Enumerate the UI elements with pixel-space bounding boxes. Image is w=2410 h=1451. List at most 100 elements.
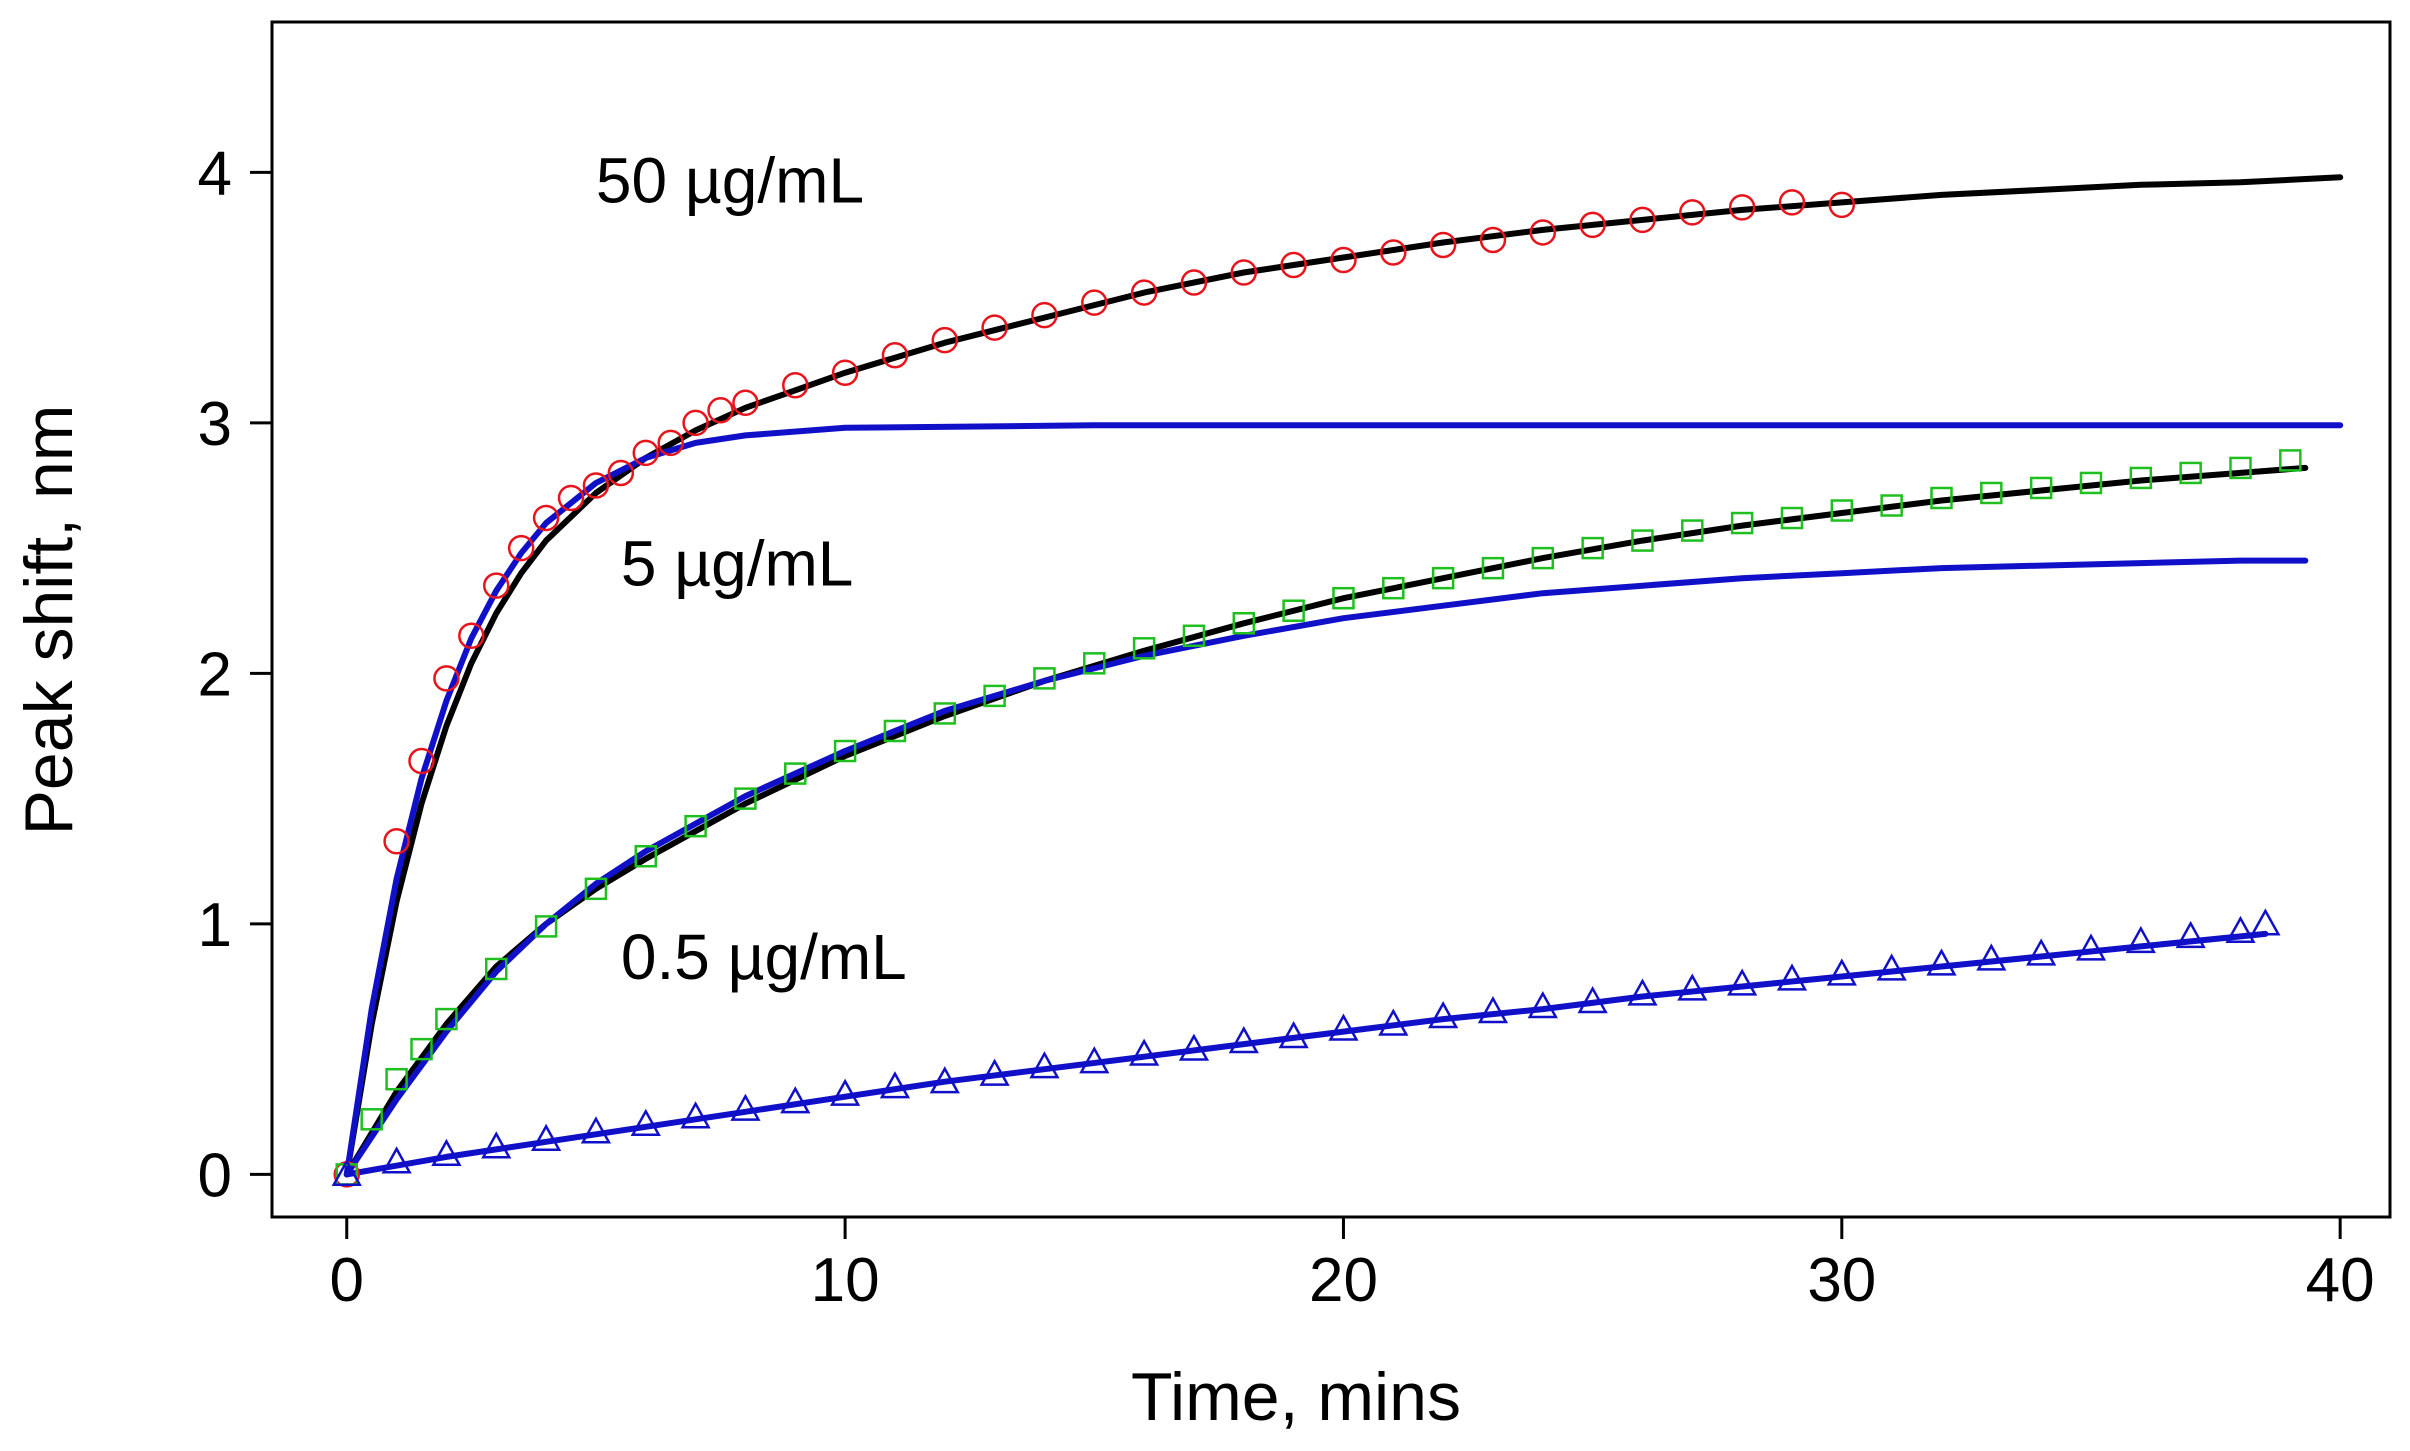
data-point [1677, 973, 1708, 1001]
data-point [2179, 461, 2202, 485]
data-point [981, 314, 1008, 341]
data-point [485, 957, 508, 981]
data-point [1180, 269, 1208, 296]
data-point [1382, 576, 1405, 600]
data-point [1081, 289, 1108, 316]
data-point [831, 359, 859, 386]
data-point [1926, 948, 1957, 976]
data-point [630, 1108, 661, 1136]
data-point [1880, 494, 1903, 517]
data-point [657, 429, 684, 457]
x-tick-label: 10 [811, 1246, 880, 1315]
data-point [385, 1067, 408, 1091]
data-point [632, 439, 660, 467]
data-point [1278, 1021, 1309, 1049]
data-point [1631, 529, 1654, 552]
data-point [931, 326, 959, 354]
data-point [881, 341, 909, 369]
data-point [408, 747, 435, 775]
data-point [684, 814, 707, 838]
data-point [1980, 481, 2003, 505]
data-point [507, 534, 535, 562]
data-point [1679, 199, 1706, 226]
data-markers [331, 189, 2302, 1188]
data-point [2175, 920, 2206, 949]
data-point [929, 1066, 960, 1094]
data-point [782, 372, 809, 399]
data-point [1728, 194, 1756, 221]
data-point [584, 877, 608, 901]
data-point [730, 1093, 761, 1121]
data-point [582, 472, 610, 499]
data-point [1083, 652, 1106, 675]
series-annotations: 50 µg/mL 5 µg/mL 0.5 µg/mL [596, 144, 907, 993]
y-axis-title: Peak shift, nm [11, 405, 87, 836]
x-axis-title: Time, mins [1131, 1359, 1461, 1435]
y-tick-label: 1 [198, 891, 232, 960]
data-point [2225, 915, 2256, 944]
data-point [682, 409, 709, 437]
data-point [707, 397, 734, 424]
data-point [829, 1078, 861, 1106]
fit-line [343, 557, 2309, 1178]
data-point [1481, 556, 1505, 580]
data-point [1826, 958, 1857, 986]
fit-line [343, 422, 2344, 1178]
plot-frame [270, 20, 2392, 1219]
data-point [431, 1138, 462, 1167]
data-point [1182, 624, 1206, 648]
data-point [1330, 246, 1357, 274]
data-point [883, 719, 907, 743]
data-point [1280, 251, 1307, 279]
y-tick-label: 4 [198, 139, 232, 208]
data-point [780, 1086, 811, 1114]
fit-line [343, 930, 2269, 1178]
data-point [2279, 449, 2302, 472]
data-point [1830, 499, 1854, 522]
data-point [532, 504, 560, 532]
data-point [680, 1101, 711, 1129]
data-point [1128, 1038, 1160, 1066]
x-tick-label: 40 [2306, 1246, 2375, 1315]
data-point [433, 665, 460, 692]
x-tick-label: 30 [1807, 1246, 1876, 1315]
data-point [734, 787, 757, 810]
data-point [534, 915, 558, 938]
y-tick-label: 2 [198, 640, 232, 709]
data-point [1378, 1008, 1409, 1036]
data-point [2250, 908, 2281, 936]
data-point [1033, 667, 1056, 690]
data-point [1730, 511, 1754, 535]
data-point [2125, 925, 2156, 954]
data-point [1529, 219, 1557, 246]
data-point [481, 1131, 512, 1159]
data-point [833, 739, 857, 763]
data-point [1577, 985, 1608, 1014]
data-point [1130, 279, 1158, 306]
x-tick-label: 20 [1309, 1246, 1378, 1315]
data-point [1876, 953, 1907, 981]
data-point [483, 572, 510, 599]
data-point [1230, 259, 1258, 286]
data-point [1380, 239, 1407, 266]
data-point [1178, 1033, 1210, 1061]
data-point [1031, 301, 1058, 329]
data-point [1930, 486, 1953, 510]
data-point [1282, 599, 1305, 622]
data-point [360, 1108, 383, 1131]
data-point [1228, 1026, 1259, 1054]
data-point [1629, 206, 1656, 234]
data-point [1581, 536, 1604, 560]
fit-curves [343, 174, 2344, 1178]
data-point [331, 1158, 362, 1187]
data-point [2029, 476, 2053, 500]
data-point [557, 484, 585, 512]
data-point [381, 1146, 412, 1174]
data-point [607, 459, 635, 487]
data-point [1778, 189, 1806, 216]
data-point [1479, 226, 1507, 254]
data-point [1780, 506, 1804, 530]
data-point [530, 1123, 562, 1151]
data-point [1332, 586, 1355, 610]
